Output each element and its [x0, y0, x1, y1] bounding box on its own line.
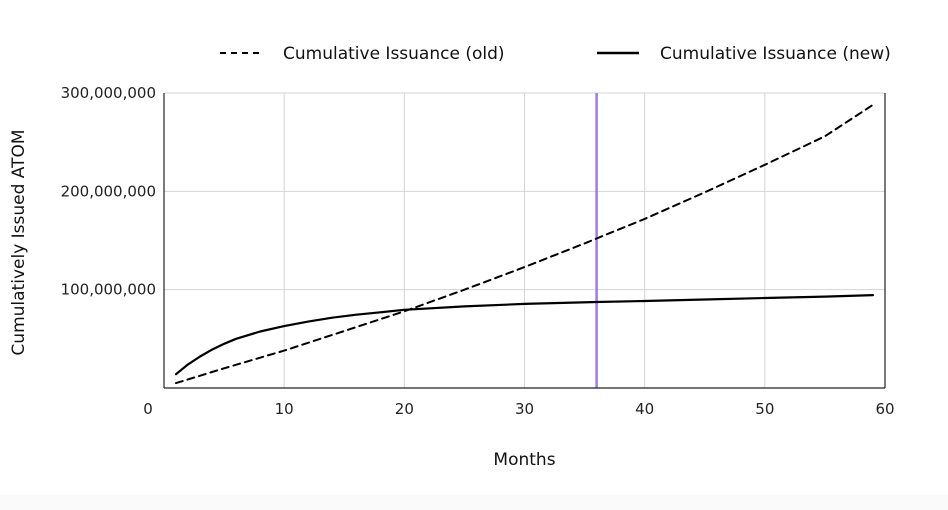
y-tick-label-100000000: 100,000,000 [61, 281, 156, 299]
series-line-new [174, 294, 875, 376]
plot-lines [174, 93, 875, 388]
legend: Cumulative Issuance (old) Cumulative Iss… [220, 44, 891, 64]
legend-label-new: Cumulative Issuance (new) [660, 44, 891, 64]
axes [163, 93, 886, 389]
x-tick-label-60: 60 [875, 400, 894, 418]
y-tick-label-200000000: 200,000,000 [61, 182, 156, 200]
x-tick-label-50: 50 [755, 400, 774, 418]
line-chart: 0 10 20 30 40 50 60 100,000,000 200,000,000 300,… [9, 44, 895, 470]
y-tick-labels: 100,000,000 200,000,000 300,000,000 [61, 84, 156, 299]
x-axis-title: Months [493, 450, 555, 470]
x-tick-labels: 0 10 20 30 40 50 60 [143, 400, 894, 418]
x-tick-label-0: 0 [143, 400, 153, 418]
y-tick-label-300000000: 300,000,000 [61, 84, 156, 102]
x-tick-label-10: 10 [275, 400, 294, 418]
x-tick-label-20: 20 [395, 400, 414, 418]
x-tick-label-30: 30 [515, 400, 534, 418]
chart-container: 0 10 20 30 40 50 60 100,000,000 200,000,000 300,… [9, 44, 895, 470]
y-axis-title: Cumulatively Issued ATOM [9, 129, 29, 355]
series-line-old [175, 103, 874, 385]
x-tick-label-40: 40 [635, 400, 654, 418]
grid [164, 92, 886, 388]
legend-label-old: Cumulative Issuance (old) [283, 44, 505, 64]
